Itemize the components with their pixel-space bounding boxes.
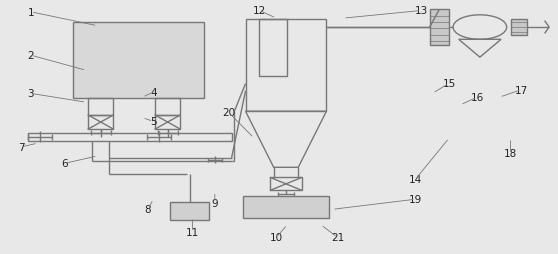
Text: 8: 8 [145, 204, 151, 215]
Bar [28, 133, 232, 141]
Text: 18: 18 [504, 149, 517, 159]
Text: 19: 19 [409, 194, 422, 204]
Text: 2: 2 [27, 51, 34, 61]
Bar [88, 99, 113, 116]
Bar [73, 23, 204, 99]
Text: 17: 17 [515, 85, 528, 95]
Text: 9: 9 [211, 198, 218, 208]
Text: 6: 6 [61, 159, 68, 169]
Text: 15: 15 [442, 79, 456, 89]
Bar [88, 116, 113, 130]
Text: 16: 16 [470, 93, 484, 103]
Text: 20: 20 [222, 108, 235, 118]
Text: 14: 14 [409, 174, 422, 184]
Bar [243, 196, 329, 218]
Text: 5: 5 [150, 117, 157, 127]
Text: 11: 11 [186, 227, 199, 237]
Text: 10: 10 [270, 232, 283, 243]
Text: 12: 12 [253, 6, 266, 17]
Bar [155, 99, 180, 116]
Bar [511, 20, 527, 36]
Text: 1: 1 [27, 8, 34, 18]
Bar [170, 202, 209, 220]
Text: 4: 4 [150, 88, 157, 98]
Bar [270, 178, 301, 190]
Text: 13: 13 [415, 6, 428, 17]
Text: 7: 7 [18, 142, 25, 152]
Text: 21: 21 [331, 232, 344, 243]
Bar [259, 20, 287, 76]
Bar [430, 10, 449, 46]
Bar [246, 20, 326, 112]
Bar [155, 116, 180, 130]
Text: 3: 3 [27, 89, 34, 99]
